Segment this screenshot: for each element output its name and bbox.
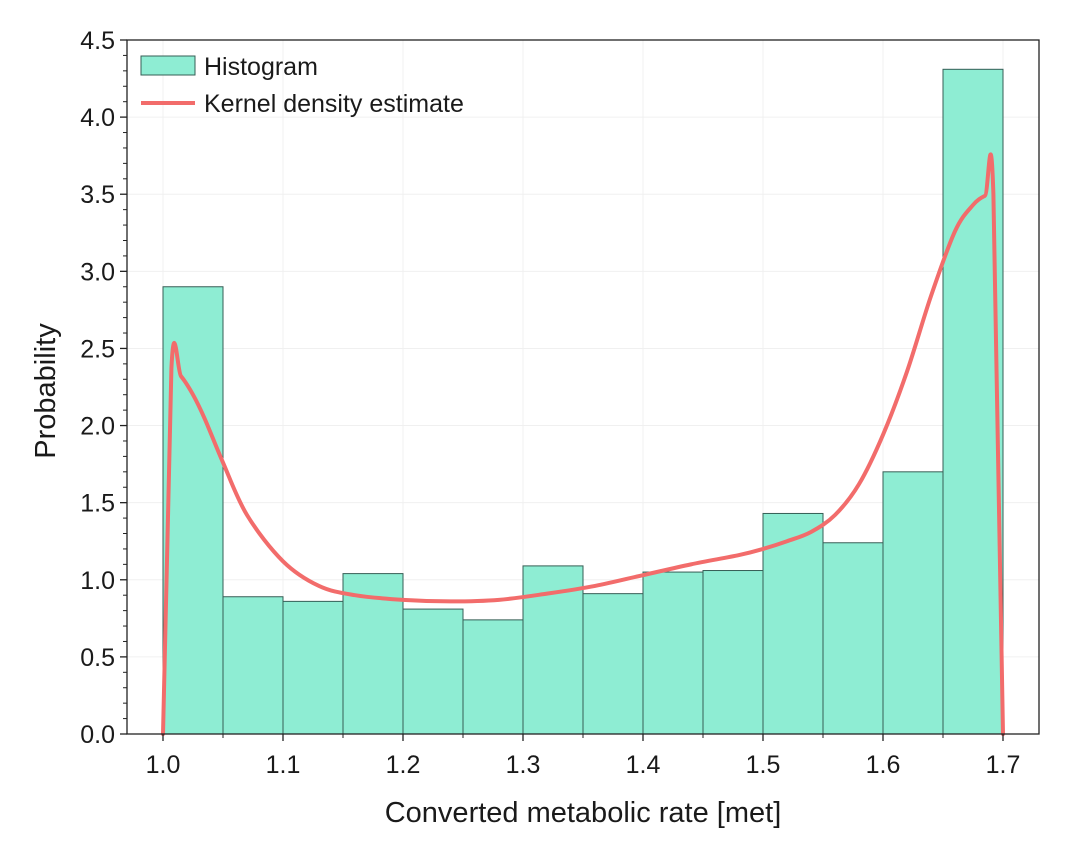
y-tick-label: 4.5: [80, 27, 115, 55]
x-tick-label: 1.1: [266, 751, 301, 779]
x-tick-label: 1.6: [866, 751, 901, 779]
x-tick-label: 1.5: [746, 751, 781, 779]
histogram-bar: [282, 600, 344, 735]
kde-curve-group: [161, 152, 1005, 736]
histogram-bars: [162, 68, 1004, 735]
y-tick-label: 0.5: [80, 644, 115, 672]
x-axis: 1.0 1.1 1.2 1.3 1.4 1.5 1.6 1.7: [146, 734, 1021, 779]
y-axis: 0.0 0.5 1.0 1.5 2.0 2.5 3.0 3.5 4.0 4.5: [80, 27, 127, 749]
histogram-bar: [702, 570, 764, 735]
x-tick-label: 1.0: [146, 751, 181, 779]
histogram-bar: [462, 619, 524, 735]
x-tick-label: 1.3: [506, 751, 541, 779]
kde-curve: [161, 152, 1005, 736]
histogram-bar: [882, 471, 944, 735]
legend-histogram-label: Histogram: [204, 53, 318, 81]
x-axis-title: Converted metabolic rate [met]: [385, 797, 782, 829]
x-tick-label: 1.4: [626, 751, 661, 779]
legend: Histogram Kernel density estimate: [140, 53, 464, 118]
histogram-bar: [642, 571, 704, 735]
histogram-bar: [402, 608, 464, 735]
x-tick-label: 1.7: [986, 751, 1021, 779]
y-tick-label: 2.0: [80, 413, 115, 441]
y-tick-label: 3.0: [80, 258, 115, 286]
y-axis-title: Probability: [30, 323, 62, 459]
histogram-bar: [222, 596, 284, 735]
y-tick-label: 1.0: [80, 567, 115, 595]
x-tick-label: 1.2: [386, 751, 421, 779]
legend-histogram-swatch: [140, 55, 196, 76]
histogram-bar: [582, 593, 644, 735]
y-tick-label: 2.5: [80, 335, 115, 363]
y-tick-label: 1.5: [80, 490, 115, 518]
y-tick-label: 3.5: [80, 181, 115, 209]
histogram-bar: [762, 512, 824, 735]
legend-kde-label: Kernel density estimate: [204, 90, 464, 118]
histogram-bar: [822, 542, 884, 735]
y-tick-label: 4.0: [80, 104, 115, 132]
y-tick-label: 0.0: [80, 721, 115, 749]
